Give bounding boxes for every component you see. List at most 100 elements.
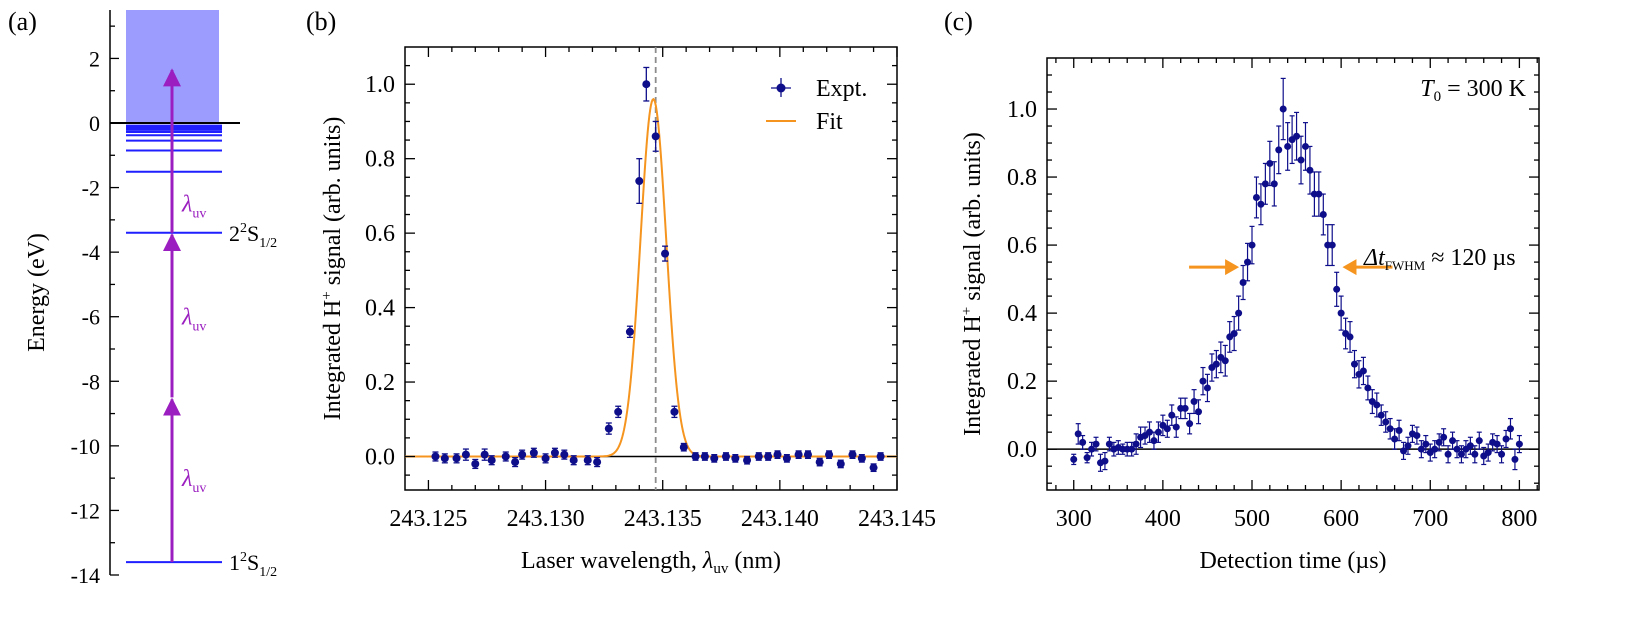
photon-symbol: λ — [181, 466, 192, 492]
data-point — [1506, 425, 1514, 433]
data-point — [1221, 357, 1229, 365]
legend-fit-label: Fit — [816, 109, 843, 135]
y-tick-label: -14 — [71, 563, 100, 588]
data-point — [691, 452, 700, 461]
y-label-pre: Integrated H — [960, 315, 986, 436]
data-point — [614, 407, 623, 416]
x-tick-label: 600 — [1323, 506, 1359, 532]
temperature-sub: 0 — [1434, 89, 1442, 105]
data-point — [440, 454, 449, 463]
data-point — [1092, 440, 1100, 448]
fwhm-value: ≈ 120 µs — [1425, 245, 1515, 271]
x-tick-label: 800 — [1501, 506, 1537, 532]
panel-c-ticks: 300 400 500 600 700 800 0.0 0.2 0.4 0.6 0.8 1.0 — [1007, 58, 1539, 532]
level-label-part: 1 — [229, 550, 240, 575]
data-point — [700, 452, 709, 461]
fwhm-arrows — [1189, 259, 1393, 276]
data-point — [1235, 309, 1243, 317]
data-point — [1270, 180, 1278, 188]
level-label-part: 2 — [229, 221, 240, 246]
legend-expt-marker — [776, 83, 786, 93]
data-point — [1257, 200, 1265, 208]
data-point — [1172, 423, 1180, 431]
panel-b-label: (b) — [306, 7, 336, 36]
y-label-pre: Integrated H — [320, 300, 346, 421]
data-point — [1449, 437, 1457, 445]
data-point — [1186, 420, 1194, 428]
panel-c-y-axis-label: Integrated H+ signal (arb. units) — [959, 132, 986, 436]
data-point — [1435, 438, 1443, 446]
data-point — [825, 450, 834, 459]
data-point — [583, 456, 592, 465]
data-point — [848, 450, 857, 459]
data-point — [754, 452, 763, 461]
data-point — [1297, 156, 1305, 164]
panel-b-ticks: 243.125 243.130 243.135 243.140 243.145 0.0 0.… — [365, 47, 936, 532]
y-label-sup: + — [959, 307, 975, 315]
data-point — [1266, 159, 1274, 167]
y-tick-label: 0.4 — [1007, 301, 1037, 327]
fwhm-sub: FWHM — [1385, 258, 1426, 273]
y-tick-label: -8 — [82, 369, 100, 394]
photon-symbol: λ — [181, 305, 192, 331]
data-point — [635, 177, 644, 186]
data-point — [487, 456, 496, 465]
photon-symbol: λ — [181, 192, 192, 218]
data-point — [1404, 442, 1412, 450]
data-point — [1471, 450, 1479, 458]
level-label-part: S — [247, 550, 259, 575]
data-point — [461, 450, 470, 459]
data-point — [593, 458, 602, 467]
photon-label: λuv — [181, 305, 206, 335]
data-point — [642, 80, 651, 89]
panel-a-y-axis-label: Energy (eV) — [24, 233, 50, 352]
data-point — [1515, 440, 1523, 448]
data-point — [1284, 142, 1292, 150]
data-point — [651, 132, 660, 141]
photon-sub: uv — [192, 207, 206, 222]
level-label: 12S1/2 — [229, 550, 277, 580]
y-tick-label: -2 — [82, 176, 100, 201]
data-point — [452, 454, 461, 463]
data-point — [1248, 241, 1256, 249]
y-tick-label: 0.2 — [365, 370, 395, 396]
data-point — [710, 454, 719, 463]
data-point — [1440, 433, 1448, 441]
fwhm-annotation: ΔtFWHM ≈ 120 µs — [1363, 245, 1516, 273]
data-point — [1074, 430, 1082, 438]
x-tick-label: 400 — [1145, 506, 1181, 532]
gaussian-fit-line — [405, 97, 897, 458]
data-point — [782, 454, 791, 463]
y-tick-label: -4 — [82, 240, 100, 265]
data-point — [1373, 401, 1381, 409]
x-tick-label: 243.130 — [507, 506, 585, 532]
data-point — [876, 452, 885, 461]
data-point — [743, 456, 752, 465]
data-point — [803, 450, 812, 459]
data-point — [1511, 455, 1519, 463]
data-point — [1275, 146, 1283, 154]
data-point — [764, 452, 773, 461]
panel-b-fit-curve — [405, 97, 897, 458]
x-tick-label: 500 — [1234, 506, 1270, 532]
data-point — [1190, 398, 1198, 406]
panel-a-y-axis: -14 -12 -10 -8 -6 -4 -2 0 2 — [71, 10, 119, 588]
data-point — [1453, 445, 1461, 453]
data-point — [1301, 142, 1309, 150]
data-point — [1457, 450, 1465, 458]
data-point — [471, 459, 480, 468]
data-point — [1306, 166, 1314, 174]
data-point — [857, 454, 866, 463]
data-point — [604, 424, 613, 433]
y-tick-label: 0 — [89, 111, 100, 136]
plot-frame — [404, 46, 898, 491]
data-point — [1070, 455, 1078, 463]
data-point — [1168, 411, 1176, 419]
data-point — [1346, 333, 1354, 341]
data-point — [1337, 309, 1345, 317]
y-tick-label: -6 — [82, 305, 100, 330]
data-point — [501, 452, 510, 461]
